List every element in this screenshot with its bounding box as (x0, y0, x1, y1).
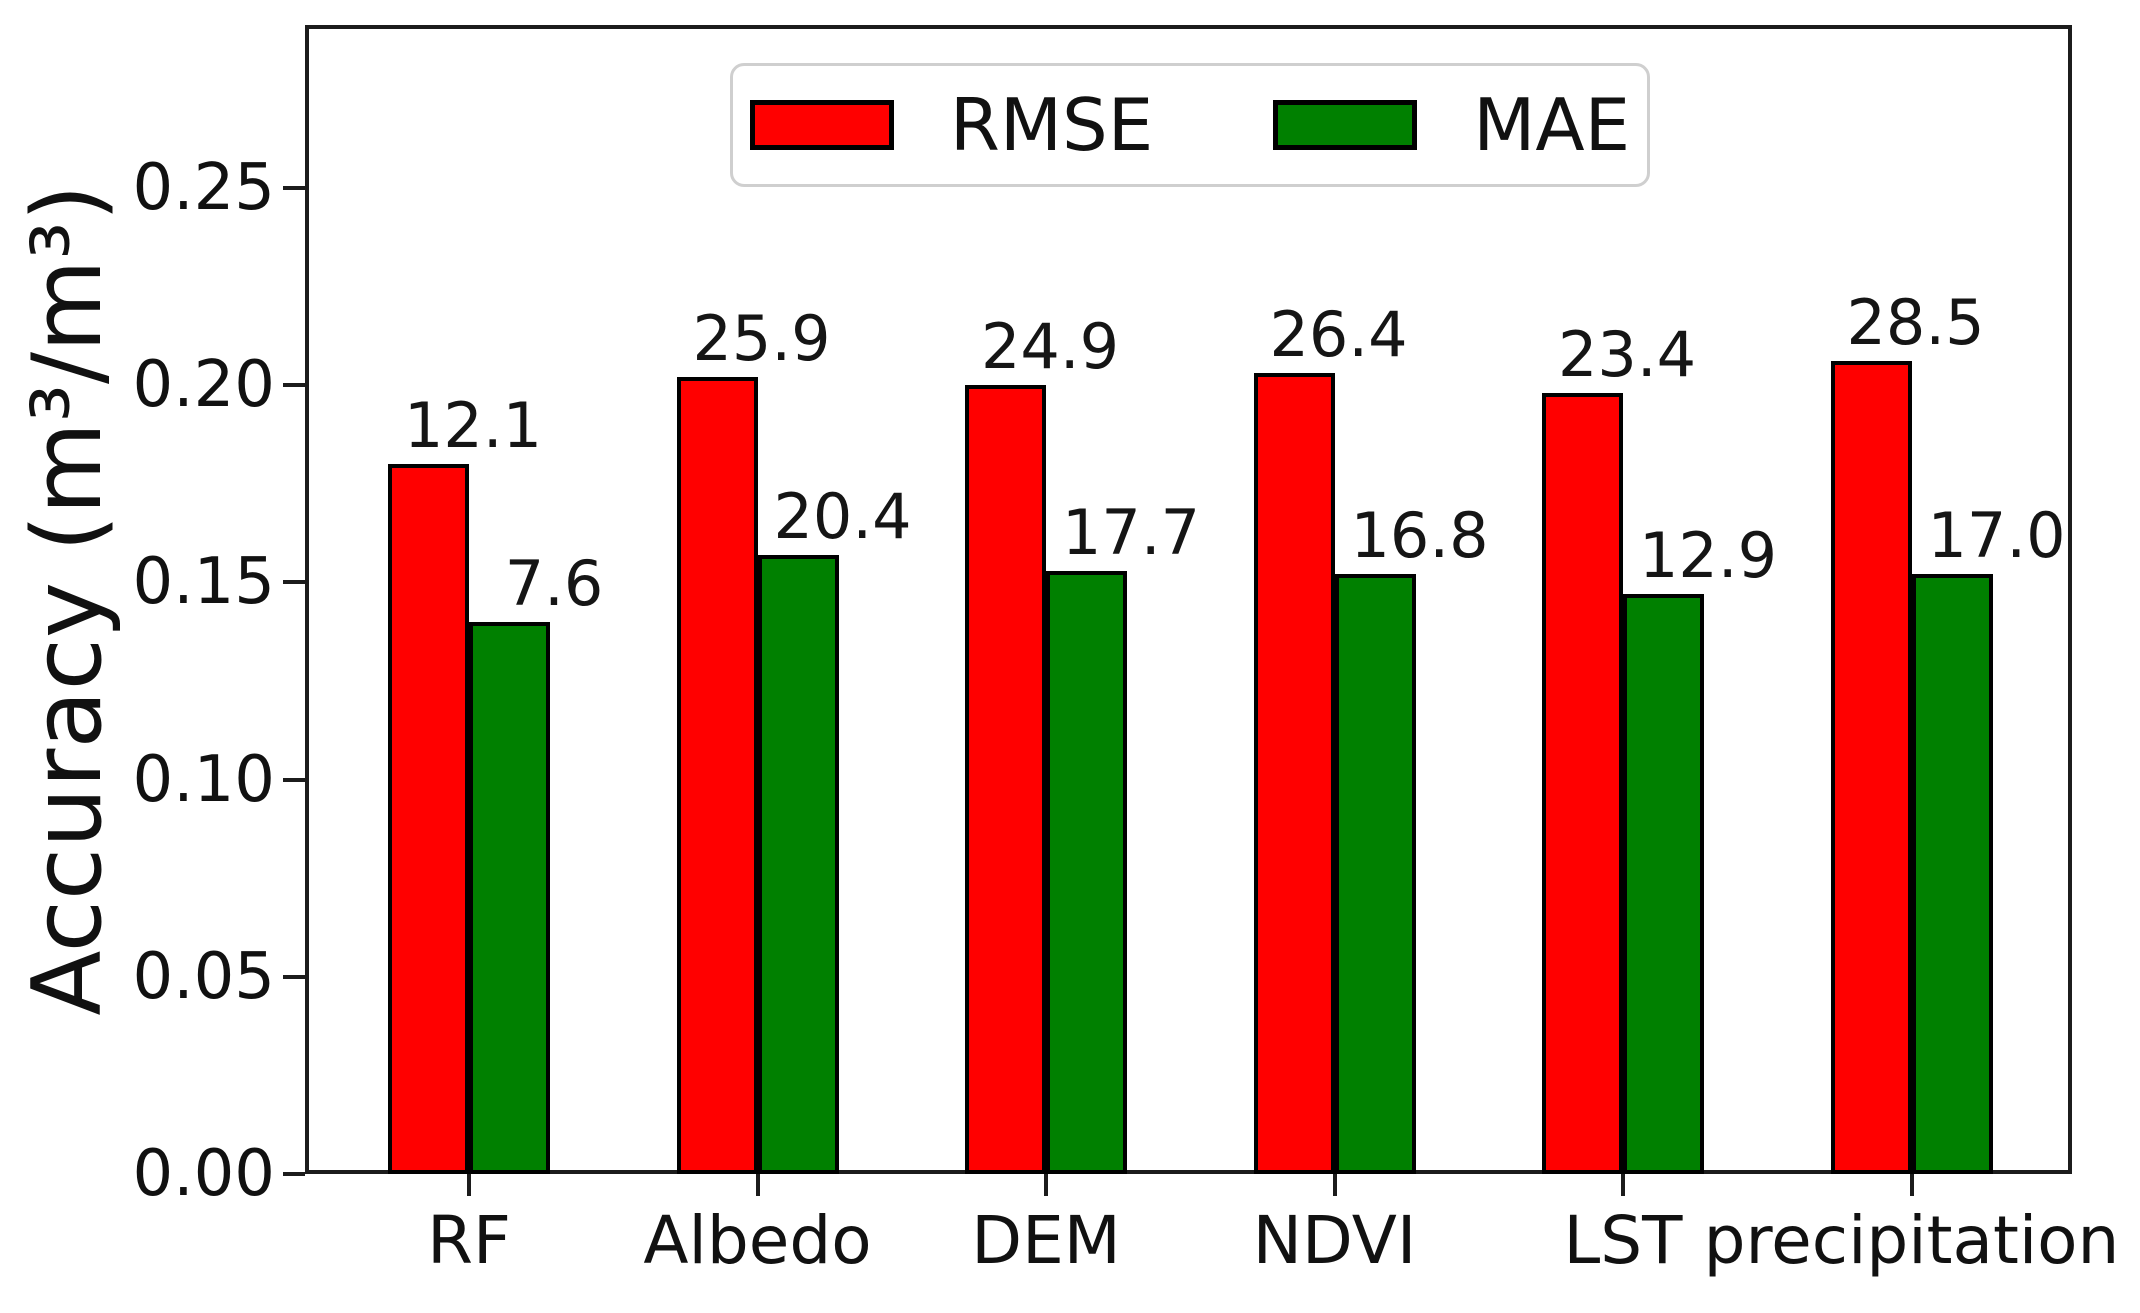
legend-label-rmse: RMSE (949, 83, 1154, 167)
bar-mae-dem (1046, 571, 1127, 1174)
y-tick-label: 0.20 (132, 348, 276, 423)
bar-rmse-albedo (676, 377, 758, 1174)
bar-rmse-dem (965, 385, 1046, 1174)
x-tick-mark (755, 1174, 760, 1196)
y-tick-label: 0.00 (132, 1137, 276, 1211)
x-tick-label-dem: DEM (971, 1202, 1121, 1279)
bar-mae-precipitation (1911, 574, 1993, 1174)
x-tick-mark (1909, 1174, 1914, 1196)
x-tick-label-albedo: Albedo (643, 1202, 872, 1279)
y-tick-label: 0.10 (132, 742, 276, 817)
bar-value-label: 23.4 (1557, 318, 1697, 391)
x-tick-mark (467, 1174, 471, 1196)
bar-value-label: 28.5 (1846, 286, 1985, 359)
bar-value-label: 20.4 (773, 480, 912, 553)
y-tick-label: 0.15 (132, 545, 276, 620)
y-tick-mark (283, 777, 305, 782)
legend: RMSE MAE (730, 63, 1650, 187)
bar-value-label: 12.9 (1638, 519, 1778, 592)
y-tick-label: 0.05 (132, 939, 276, 1014)
bar-value-label: 24.9 (980, 310, 1120, 383)
bar-value-label: 25.9 (692, 302, 831, 375)
bar-rmse-lst (1542, 393, 1623, 1174)
y-tick-label: 0.25 (132, 150, 276, 225)
y-tick-mark (283, 580, 305, 585)
bar-value-label: 26.4 (1269, 298, 1408, 371)
legend-item-rmse: RMSE (749, 83, 1154, 167)
bar-value-label: 16.8 (1350, 499, 1489, 572)
legend-swatch-mae (1273, 100, 1418, 150)
bar-value-label: 12.1 (403, 389, 543, 462)
x-tick-label-ndvi: NDVI (1252, 1202, 1417, 1279)
y-tick-mark (283, 185, 305, 190)
y-tick-mark (283, 383, 305, 388)
bar-mae-ndvi (1334, 574, 1416, 1174)
x-tick-mark (1621, 1174, 1625, 1196)
legend-item-mae: MAE (1273, 87, 1630, 163)
bar-mae-rf (469, 622, 550, 1174)
bar-value-label: 17.0 (1927, 499, 2066, 572)
bar-rmse-ndvi (1253, 373, 1335, 1174)
y-tick-mark (283, 974, 305, 979)
bar-value-label: 7.6 (504, 547, 604, 620)
bar-value-label: 17.7 (1061, 496, 1201, 569)
bar-mae-lst (1623, 594, 1704, 1174)
x-tick-label-precipitation: precipitation (1703, 1202, 2120, 1279)
x-tick-mark (1044, 1174, 1048, 1196)
plot-area (305, 25, 2072, 1174)
x-tick-mark (1332, 1174, 1337, 1196)
x-tick-label-lst: LST (1563, 1202, 1683, 1279)
bar-mae-albedo (757, 555, 839, 1174)
x-tick-label-rf: RF (427, 1202, 511, 1279)
y-tick-mark (283, 1172, 305, 1176)
bar-rmse-precipitation (1830, 361, 1912, 1174)
legend-swatch-rmse (749, 100, 894, 150)
bar-rmse-rf (388, 464, 469, 1174)
legend-label-mae: MAE (1473, 83, 1631, 167)
